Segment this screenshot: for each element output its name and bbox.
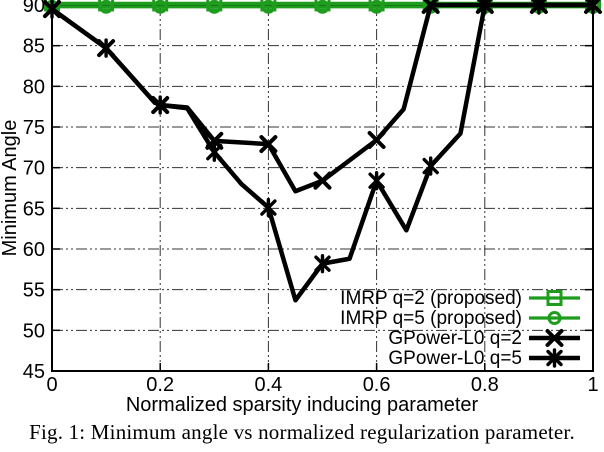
legend: IMRP q=2 (proposed)IMRP q=5 (proposed)GP… xyxy=(340,288,580,369)
svg-text:60: 60 xyxy=(23,239,45,261)
y-axis-label: Minimum Angle xyxy=(0,120,21,257)
svg-text:0.2: 0.2 xyxy=(146,374,174,396)
series-gpower-l0-q-5 xyxy=(43,0,602,303)
svg-text:0: 0 xyxy=(46,374,57,396)
svg-text:70: 70 xyxy=(23,158,45,180)
x-tick-labels: 0 0.2 0.4 0.6 0.8 1 xyxy=(46,374,598,396)
svg-text:GPower-L0 q=2: GPower-L0 q=2 xyxy=(388,328,522,349)
x-axis-label: Normalized sparsity inducing parameter xyxy=(126,394,479,416)
svg-text:90: 90 xyxy=(23,0,45,17)
y-tick-labels: 45 50 55 60 65 70 75 80 85 90 xyxy=(23,0,45,383)
svg-text:0.4: 0.4 xyxy=(254,374,282,396)
svg-text:0.8: 0.8 xyxy=(471,374,499,396)
svg-text:85: 85 xyxy=(23,36,45,58)
svg-text:55: 55 xyxy=(23,280,45,302)
svg-text:0.6: 0.6 xyxy=(363,374,391,396)
svg-text:1: 1 xyxy=(587,374,598,396)
svg-text:50: 50 xyxy=(23,320,45,342)
chart-canvas: 45 50 55 60 65 70 75 80 85 90 0 0.2 0.4 0.6 0.8 1 Normal… xyxy=(0,0,602,416)
svg-text:GPower-L0 q=5: GPower-L0 q=5 xyxy=(388,348,522,369)
svg-text:65: 65 xyxy=(23,198,45,220)
svg-text:80: 80 xyxy=(23,76,45,98)
series-gpower-l0-q-2 xyxy=(43,0,602,194)
svg-text:IMRP q=5 (proposed): IMRP q=5 (proposed) xyxy=(340,308,522,329)
svg-text:IMRP q=2 (proposed): IMRP q=2 (proposed) xyxy=(340,288,522,309)
svg-text:75: 75 xyxy=(23,117,45,139)
svg-text:45: 45 xyxy=(23,361,45,383)
figure-caption: Fig. 1: Minimum angle vs normalized regu… xyxy=(29,420,575,444)
